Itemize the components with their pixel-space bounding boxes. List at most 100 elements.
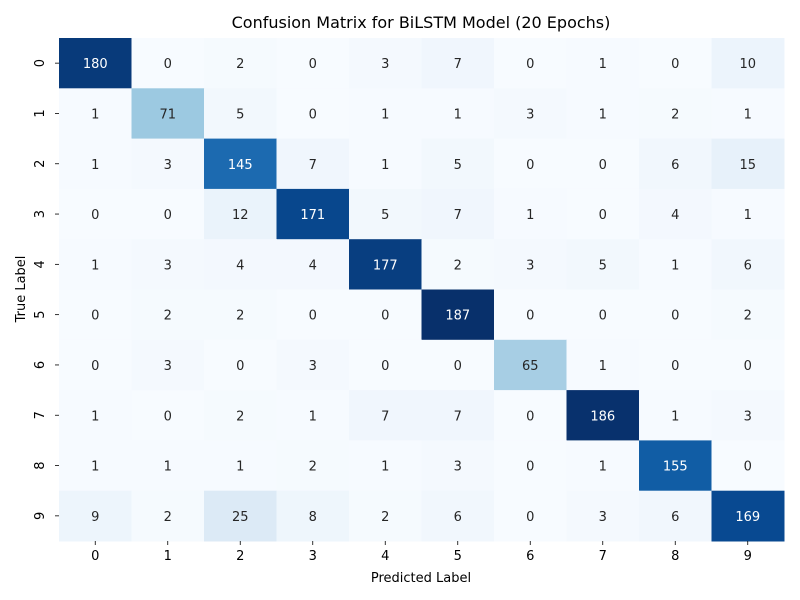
x-tick-label-8: 8	[671, 549, 679, 564]
cell-value-1-9: 1	[744, 107, 752, 122]
heatmap-cell-5-8	[639, 289, 712, 341]
cell-value-5-2: 2	[236, 309, 244, 324]
heatmap-cell-8-9	[711, 440, 785, 492]
cell-value-7-7: 186	[590, 409, 615, 424]
heatmap-cell-4-1	[131, 239, 205, 290]
heatmap-cell-8-1	[131, 440, 205, 492]
heatmap-cell-3-6	[494, 188, 567, 240]
cell-value-4-7: 5	[599, 258, 607, 273]
cell-value-2-6: 0	[526, 158, 534, 173]
y-axis-ticks: 0 1 2 3 4 5 6 7 8 9	[33, 59, 59, 520]
y-tick-label-5: 5	[33, 311, 48, 319]
heatmap-cell-0-6	[494, 38, 567, 89]
heatmap-cell-3-5	[421, 188, 495, 240]
cell-value-3-9: 1	[744, 208, 752, 223]
heatmap-cell-1-0	[59, 88, 132, 140]
cell-value-7-5: 7	[454, 409, 462, 424]
heatmap-cell-0-7	[566, 38, 640, 89]
heatmap-cell-0-3	[276, 38, 350, 89]
heatmap-cell-0-0	[59, 38, 132, 89]
cell-value-3-1: 0	[164, 208, 172, 223]
heatmap-cell-9-5	[421, 490, 495, 542]
y-tick-label-4: 4	[33, 260, 48, 268]
heatmap-cell-5-4	[349, 289, 422, 341]
cell-value-0-4: 3	[381, 57, 389, 72]
heatmap-cell-6-6	[494, 339, 567, 391]
heatmap-cell-1-7	[566, 88, 640, 140]
cell-value-5-9: 2	[744, 309, 752, 324]
cell-value-8-3: 2	[309, 460, 317, 475]
cell-value-3-6: 1	[526, 208, 534, 223]
y-tick-label-2: 2	[33, 160, 48, 168]
heatmap-cell-1-5	[421, 88, 495, 140]
cell-value-1-6: 3	[526, 107, 534, 122]
cell-value-2-3: 7	[309, 158, 317, 173]
heatmap-cell-9-7	[566, 490, 640, 542]
heatmap-cell-1-3	[276, 88, 350, 140]
heatmap-cell-4-9	[711, 239, 785, 290]
heatmap-cell-8-6	[494, 440, 567, 492]
heatmap-cell-3-7	[566, 188, 640, 240]
cell-value-4-5: 2	[454, 258, 462, 273]
heatmap-cell-1-8	[639, 88, 712, 140]
heatmap-cell-8-4	[349, 440, 422, 492]
cell-value-6-7: 1	[599, 359, 607, 374]
heatmap-cell-6-3	[276, 339, 350, 391]
heatmap-cells: 180 0 2 0 3 7 0 1 0 101 71 5 0 1 1 3 1 2 11 3 145 7 1 5 0 0 6 150 0 1…	[59, 38, 785, 542]
heatmap-cell-0-8	[639, 38, 712, 89]
cell-value-9-0: 9	[91, 510, 99, 525]
cell-value-9-8: 6	[671, 510, 679, 525]
heatmap-cell-8-2	[204, 440, 277, 492]
cell-value-3-5: 7	[454, 208, 462, 223]
cell-value-3-0: 0	[91, 208, 99, 223]
cell-value-4-1: 3	[164, 258, 172, 273]
heatmap-cell-3-2	[204, 188, 277, 240]
cell-value-9-6: 0	[526, 510, 534, 525]
heatmap-cell-7-2	[204, 390, 277, 441]
x-tick-label-7: 7	[599, 549, 607, 564]
x-tick-label-0: 0	[91, 549, 99, 564]
cell-value-2-7: 0	[599, 158, 607, 173]
heatmap-cell-0-2	[204, 38, 277, 89]
heatmap-cell-7-0	[59, 390, 132, 441]
cell-value-1-0: 1	[91, 107, 99, 122]
chart-title: Confusion Matrix for BiLSTM Model (20 Ep…	[232, 13, 611, 32]
cell-value-6-1: 3	[164, 359, 172, 374]
heatmap-cell-3-8	[639, 188, 712, 240]
heatmap-cell-2-7	[566, 138, 640, 190]
heatmap-cell-0-5	[421, 38, 495, 89]
heatmap-cell-9-2	[204, 490, 277, 542]
heatmap-cell-4-2	[204, 239, 277, 290]
cell-value-7-9: 3	[744, 409, 752, 424]
heatmap-cell-2-4	[349, 138, 422, 190]
y-tick-label-7: 7	[33, 411, 48, 419]
cell-value-7-0: 1	[91, 409, 99, 424]
heatmap-cell-5-2	[204, 289, 277, 341]
x-tick-label-5: 5	[454, 549, 462, 564]
cell-value-2-5: 5	[454, 158, 462, 173]
cell-value-4-0: 1	[91, 258, 99, 273]
cell-value-9-5: 6	[454, 510, 462, 525]
heatmap-cell-8-3	[276, 440, 350, 492]
cell-value-9-4: 2	[381, 510, 389, 525]
y-axis-label: True Label	[14, 256, 29, 324]
x-tick-label-2: 2	[236, 549, 244, 564]
heatmap-cell-1-4	[349, 88, 422, 140]
heatmap-cell-9-0	[59, 490, 132, 542]
cell-value-4-4: 177	[373, 258, 398, 273]
heatmap-cell-5-9	[711, 289, 785, 341]
cell-value-8-5: 3	[454, 460, 462, 475]
heatmap-cell-5-7	[566, 289, 640, 341]
heatmap-cell-7-8	[639, 390, 712, 441]
heatmap-cell-5-1	[131, 289, 205, 341]
cell-value-9-1: 2	[164, 510, 172, 525]
heatmap-cell-2-3	[276, 138, 350, 190]
cell-value-4-8: 1	[671, 258, 679, 273]
x-tick-label-9: 9	[744, 549, 752, 564]
cell-value-6-8: 0	[671, 359, 679, 374]
cell-value-7-3: 1	[309, 409, 317, 424]
cell-value-8-6: 0	[526, 460, 534, 475]
cell-value-1-5: 1	[454, 107, 462, 122]
cell-value-8-8: 155	[663, 460, 688, 475]
